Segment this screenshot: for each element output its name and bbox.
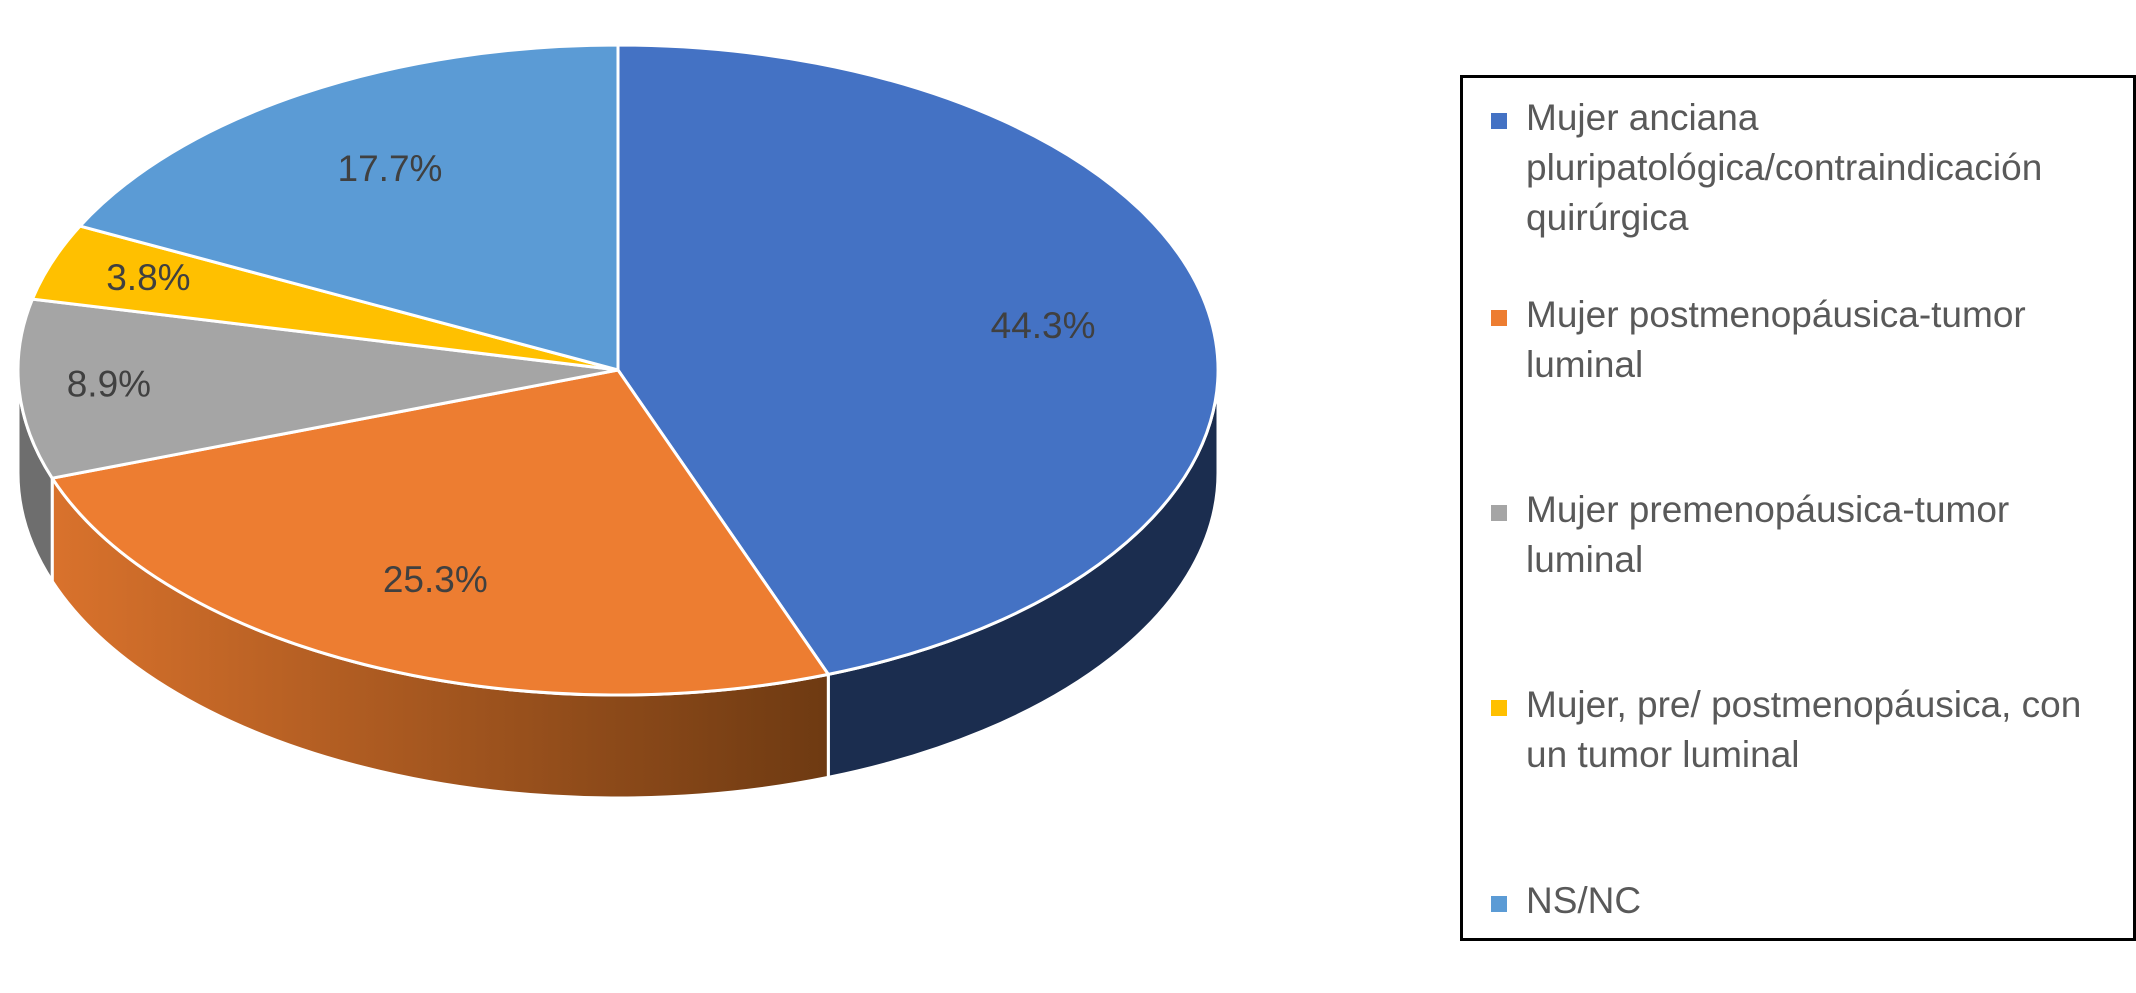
legend-swatch-5 — [1491, 896, 1507, 912]
legend-label-2: Mujer postmenopáusica-tumor luminal — [1526, 294, 2026, 385]
data-label-4: 3.8% — [106, 257, 190, 298]
data-label-3: 8.9% — [67, 363, 151, 404]
pie-slice-5 — [78, 43, 620, 372]
pie-slice-1 — [616, 43, 1220, 676]
legend-swatch-2 — [1491, 310, 1507, 326]
legend-label-5: NS/NC — [1526, 880, 1642, 921]
pie-slice-3 — [16, 297, 620, 480]
legend-swatch-3 — [1491, 505, 1507, 521]
legend-label-1: Mujer anciana pluripatológica/contraindi… — [1526, 97, 2043, 238]
pie-slice-2 — [50, 368, 830, 697]
data-label-2: 25.3% — [383, 559, 488, 600]
legend: Mujer anciana pluripatológica/contraindi… — [1460, 75, 2136, 941]
legend-swatch-1 — [1491, 113, 1507, 129]
pie-chart: 44.3% 25.3% 8.9% 3.8% 17.7% — [16, 43, 1220, 800]
data-label-1: 44.3% — [991, 305, 1096, 346]
legend-swatch-4 — [1491, 700, 1507, 716]
data-label-5: 17.7% — [338, 148, 443, 189]
legend-label-3: Mujer premenopáusica-tumor luminal — [1526, 489, 2010, 580]
legend-label-4: Mujer, pre/ postmenopáusica, con un tumo… — [1526, 684, 2082, 775]
